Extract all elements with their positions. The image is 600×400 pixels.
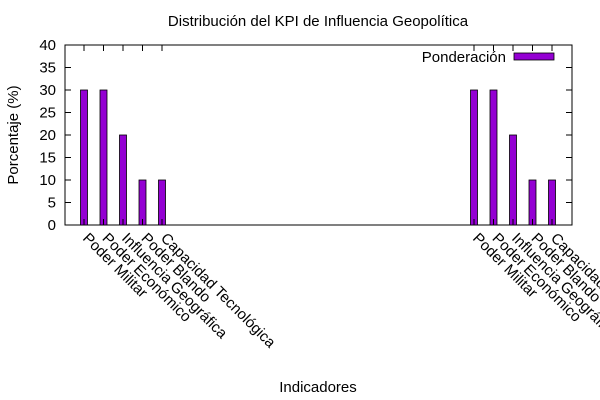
y-tick-label: 25: [39, 105, 56, 122]
bar: [138, 179, 147, 226]
y-axis: 0 5 10 15 20 25 30 35 40: [39, 37, 572, 234]
legend-label: Ponderación: [422, 49, 506, 66]
chart-title: Distribución del KPI de Influencia Geopo…: [168, 13, 469, 30]
bar: [99, 89, 108, 226]
y-tick-label: 10: [39, 172, 56, 189]
bar: [119, 134, 127, 226]
bar: [548, 179, 556, 226]
bar: [470, 89, 478, 226]
y-tick-label: 30: [39, 82, 56, 99]
y-tick-label: 5: [48, 195, 56, 212]
y-tick-label: 0: [48, 217, 56, 234]
y-tick-label: 35: [39, 60, 56, 77]
bar-series: [80, 89, 556, 226]
legend: Ponderación: [422, 49, 555, 66]
bar: [509, 134, 517, 226]
bar: [80, 89, 88, 226]
bar: [158, 179, 166, 226]
y-tick-label: 20: [39, 127, 56, 144]
y-axis-label: Porcentaje (%): [5, 85, 22, 184]
bar: [489, 89, 498, 226]
y-tick-label: 40: [39, 37, 56, 54]
legend-swatch: [513, 52, 555, 61]
bar: [528, 179, 537, 226]
y-tick-label: 15: [39, 150, 56, 167]
x-axis-label: Indicadores: [279, 379, 357, 396]
